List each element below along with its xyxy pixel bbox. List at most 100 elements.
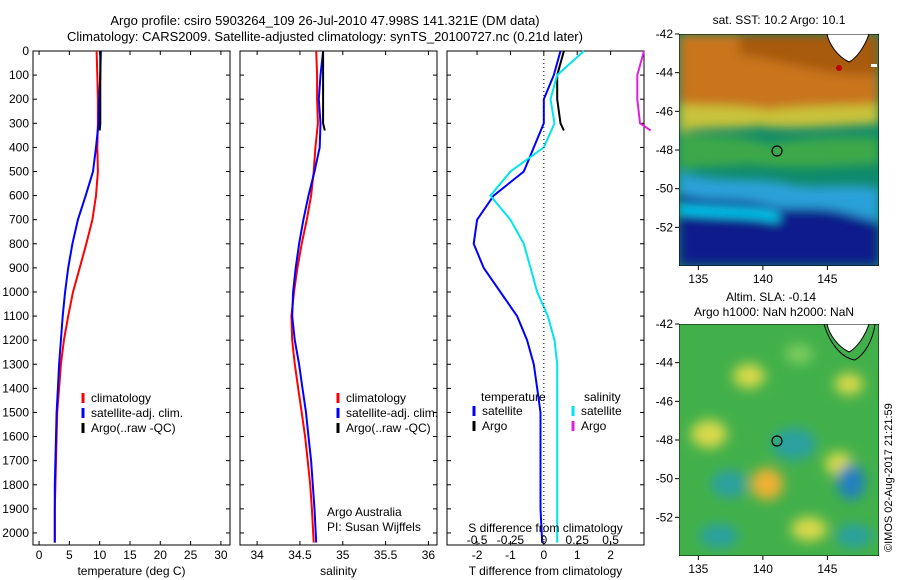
- x-tick-label: 35: [336, 548, 350, 562]
- y-tick-label: 1500: [2, 405, 29, 419]
- y-tick-label: 400: [9, 140, 29, 154]
- annotation-line: Argo Australia: [327, 505, 402, 519]
- top-tick-label: 0: [540, 533, 547, 547]
- x-axis-label: temperature (deg C): [77, 564, 185, 578]
- map-y-tick-label: -52: [656, 510, 674, 524]
- legend-entry: Argo: [581, 419, 607, 433]
- y-tick-label: 1900: [2, 502, 29, 516]
- series-line-argo---raw--qc-: [98, 51, 102, 131]
- sst-map: [678, 33, 880, 267]
- map-y-tick-label: -42: [656, 317, 674, 331]
- top-tick-label: -0.5: [467, 533, 488, 547]
- x-tick-label: 0: [540, 548, 547, 562]
- map-y-tick-label: -48: [656, 143, 674, 157]
- series-line-satellite-adj--clim-: [291, 50, 325, 543]
- top-axis-label: S difference from climatology: [468, 521, 623, 535]
- legend-entry: satellite-adj. clim.: [346, 406, 438, 420]
- y-tick-label: 1400: [2, 381, 29, 395]
- x-tick-label: 35.5: [374, 548, 398, 562]
- x-tick-label: 34.5: [288, 548, 312, 562]
- plot-frame: [32, 50, 231, 546]
- x-tick-label: 20: [154, 548, 168, 562]
- map-y-tick-label: -52: [656, 220, 674, 234]
- sla-map-title: Altim. SLA: -0.14: [726, 290, 816, 304]
- x-axis-label: T difference from climatology: [469, 564, 623, 578]
- map-x-tick-label: 145: [817, 272, 837, 286]
- y-tick-label: 300: [9, 116, 29, 130]
- y-tick-label: 1700: [2, 454, 29, 468]
- y-tick-label: 0: [22, 44, 29, 58]
- legend-entry: Argo: [482, 419, 508, 433]
- sla-map: [678, 323, 880, 557]
- y-tick-label: 1000: [2, 285, 29, 299]
- timestamp-stamp: ©IMOS 02-Aug-2017 21:21:59: [883, 403, 895, 552]
- annotation-line: PI: Susan Wijffels: [327, 520, 421, 534]
- sla-map-title: Argo h1000: NaN h2000: NaN: [694, 305, 854, 319]
- series-line-argo---raw--qc-: [322, 51, 326, 131]
- series-line-climatology: [290, 50, 319, 543]
- y-tick-label: 100: [9, 68, 29, 82]
- series-line-argo: [636, 50, 652, 132]
- y-tick-label: 700: [9, 213, 29, 227]
- x-tick-label: 2: [607, 548, 614, 562]
- map-y-tick-label: -44: [656, 66, 674, 80]
- y-tick-label: 1300: [2, 357, 29, 371]
- x-tick-label: 5: [66, 548, 73, 562]
- map-y-tick-label: -50: [656, 182, 674, 196]
- plot-frame: [239, 50, 438, 546]
- top-tick-label: -0.25: [497, 533, 525, 547]
- plot-frame: [446, 50, 645, 546]
- y-tick-label: 800: [9, 237, 29, 251]
- y-tick-label: 500: [9, 164, 29, 178]
- argo-position-marker: [771, 435, 783, 447]
- map-x-tick-label: 140: [753, 272, 773, 286]
- map-y-tick-label: -42: [656, 27, 674, 41]
- y-tick-label: 1200: [2, 333, 29, 347]
- legend-entry: climatology: [91, 391, 151, 405]
- x-tick-label: 25: [184, 548, 198, 562]
- chart-title-line2: Climatology: CARS2009. Satellite-adjuste…: [67, 29, 583, 44]
- series-line-argo: [556, 50, 565, 131]
- map-y-tick-label: -46: [656, 394, 674, 408]
- map-x-tick-label: 140: [753, 562, 773, 576]
- legend-header-temperature: temperature: [481, 390, 546, 404]
- legend-entry: satellite: [482, 404, 523, 418]
- x-tick-label: 36: [422, 548, 436, 562]
- legend-header-salinity: salinity: [584, 390, 621, 404]
- map-x-tick-label: 135: [688, 272, 708, 286]
- x-tick-label: -2: [472, 548, 483, 562]
- y-tick-label: 1100: [3, 309, 29, 323]
- y-tick-label: 600: [9, 189, 29, 203]
- legend-entry: climatology: [346, 391, 406, 405]
- map-y-tick-label: -50: [656, 472, 674, 486]
- x-tick-label: 30: [214, 548, 228, 562]
- y-tick-label: 900: [9, 261, 29, 275]
- series-line-satellite: [489, 50, 585, 543]
- sst-map-title: sat. SST: 10.2 Argo: 10.1: [713, 13, 846, 27]
- top-tick-label: 0.5: [602, 533, 619, 547]
- legend-entry: satellite: [581, 404, 622, 418]
- legend-entry: satellite-adj. clim.: [91, 406, 183, 420]
- map-y-tick-label: -48: [656, 433, 674, 447]
- top-tick-label: 0.25: [566, 533, 590, 547]
- x-tick-label: 10: [93, 548, 107, 562]
- series-line-climatology: [53, 50, 99, 543]
- x-tick-label: 1: [574, 548, 581, 562]
- argo-position-marker: [771, 145, 783, 157]
- legend-entry: Argo(..raw -QC): [91, 421, 176, 435]
- map-x-tick-label: 145: [817, 562, 837, 576]
- map-y-tick-label: -46: [656, 104, 674, 118]
- x-tick-label: 0: [36, 548, 43, 562]
- y-tick-label: 1600: [2, 430, 29, 444]
- series-line-satellite: [472, 50, 562, 543]
- y-tick-label: 200: [9, 92, 29, 106]
- chart-title-line1: Argo profile: csiro 5903264_109 26-Jul-2…: [110, 13, 540, 28]
- x-axis-label: salinity: [320, 564, 357, 578]
- x-tick-label: -1: [505, 548, 516, 562]
- map-x-tick-label: 135: [688, 562, 708, 576]
- y-tick-label: 1800: [2, 478, 29, 492]
- y-tick-label: 2000: [2, 526, 29, 540]
- x-tick-label: 34: [250, 548, 264, 562]
- legend-entry: Argo(..raw -QC): [346, 421, 431, 435]
